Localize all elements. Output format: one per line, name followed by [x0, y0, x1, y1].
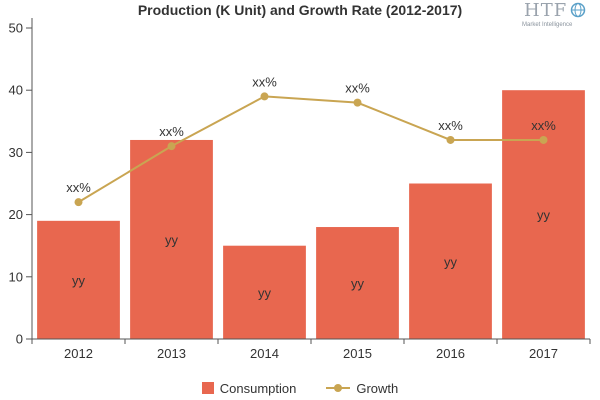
legend-swatch-growth: [326, 382, 351, 394]
point-growth: [539, 135, 548, 144]
bar-consumption: [502, 90, 585, 339]
legend-label-consumption: Consumption: [219, 380, 297, 396]
y-tick-label: 0: [16, 332, 23, 347]
x-tick-label: 2013: [157, 346, 186, 361]
y-tick-label: 10: [9, 269, 23, 284]
bar-data-label: yy: [258, 285, 272, 300]
point-growth: [260, 92, 269, 101]
y-tick-label: 30: [9, 145, 23, 160]
line-growth: [77, 95, 544, 204]
bar-data-label: yy: [165, 232, 179, 247]
legend-item-consumption[interactable]: Consumption: [201, 380, 297, 396]
legend-swatch-consumption: [201, 382, 214, 394]
x-tick-label: 2016: [436, 346, 465, 361]
legend-item-growth[interactable]: Growth: [326, 381, 398, 396]
x-tick-label: 2017: [529, 346, 558, 361]
y-tick-label: 50: [9, 21, 23, 36]
x-tick-label: 2014: [250, 346, 279, 361]
y-tick-label: 40: [9, 83, 23, 98]
bar-data-label: yy: [537, 208, 551, 223]
point-data-label: xx%: [66, 180, 91, 195]
htf-logo: HTF Market Intelligence: [522, 0, 586, 34]
bar-consumption: [37, 220, 120, 339]
point-growth: [446, 135, 455, 144]
x-tick-label: 2015: [343, 346, 372, 361]
chart-legend: Consumption Growth: [0, 378, 600, 398]
point-data-label: xx%: [438, 118, 463, 133]
point-data-label: xx%: [252, 74, 277, 89]
point-growth: [74, 198, 83, 207]
x-tick-label: 2012: [64, 346, 93, 361]
bar-consumption: [316, 227, 399, 339]
y-tick-label: 20: [9, 207, 23, 222]
point-data-label: xx%: [345, 81, 370, 96]
point-growth: [167, 142, 176, 151]
bar-data-label: yy: [72, 273, 86, 288]
bar-data-label: yy: [351, 276, 365, 291]
bar-data-label: yy: [444, 254, 458, 269]
bar-consumption: [130, 139, 213, 339]
htf-logo-subtext: Market Intelligence: [522, 22, 573, 28]
chart-title: Production (K Unit) and Growth Rate (201…: [137, 2, 463, 18]
globe-icon: [570, 2, 586, 18]
htf-logo-text: HTF: [524, 0, 568, 21]
point-data-label: xx%: [531, 118, 556, 133]
point-data-label: xx%: [159, 124, 184, 139]
legend-label-growth: Growth: [356, 380, 399, 396]
bar-consumption: [409, 183, 492, 339]
point-growth: [353, 98, 362, 107]
bar-consumption: [223, 245, 306, 339]
